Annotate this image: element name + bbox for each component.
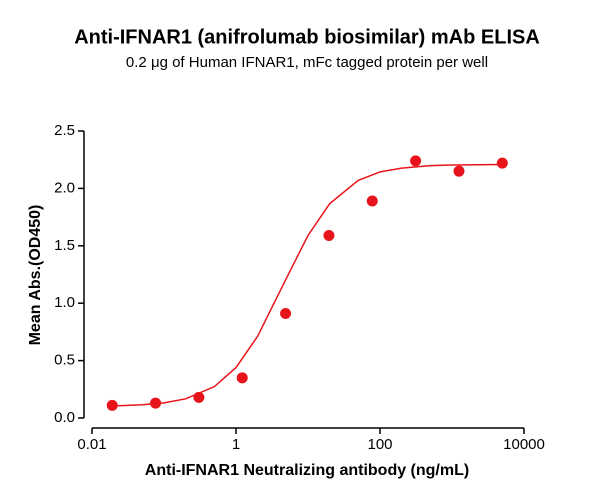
data-point	[106, 399, 118, 411]
data-point	[193, 391, 205, 403]
data-point	[410, 155, 422, 167]
y-tick-label: 0.5	[54, 352, 75, 369]
y-tick-label: 2.0	[54, 179, 75, 196]
data-point	[150, 397, 162, 409]
x-tick-label: 1	[232, 436, 240, 453]
y-tick-label: 1.0	[54, 294, 75, 311]
data-point	[280, 308, 292, 320]
x-axis-label: Anti-IFNAR1 Neutralizing antibody (ng/mL…	[145, 462, 469, 479]
x-tick-label: 10000	[503, 436, 545, 453]
chart-subtitle: 0.2 μg of Human IFNAR1, mFc tagged prote…	[126, 54, 488, 71]
y-tick-label: 2.5	[54, 122, 75, 139]
y-tick-label: 1.5	[54, 237, 75, 254]
data-point	[453, 165, 465, 177]
data-point	[236, 372, 248, 384]
data-point	[496, 157, 508, 169]
fit-curve	[112, 163, 503, 407]
y-tick-label: 0.0	[54, 409, 75, 426]
x-tick-label: 0.01	[77, 436, 106, 453]
y-axis-label: Mean Abs.(OD450)	[27, 205, 44, 346]
data-point	[323, 229, 335, 241]
chart-title: Anti-IFNAR1 (anifrolumab biosimilar) mAb…	[74, 26, 540, 48]
x-tick-label: 100	[367, 436, 392, 453]
data-point	[366, 195, 378, 207]
